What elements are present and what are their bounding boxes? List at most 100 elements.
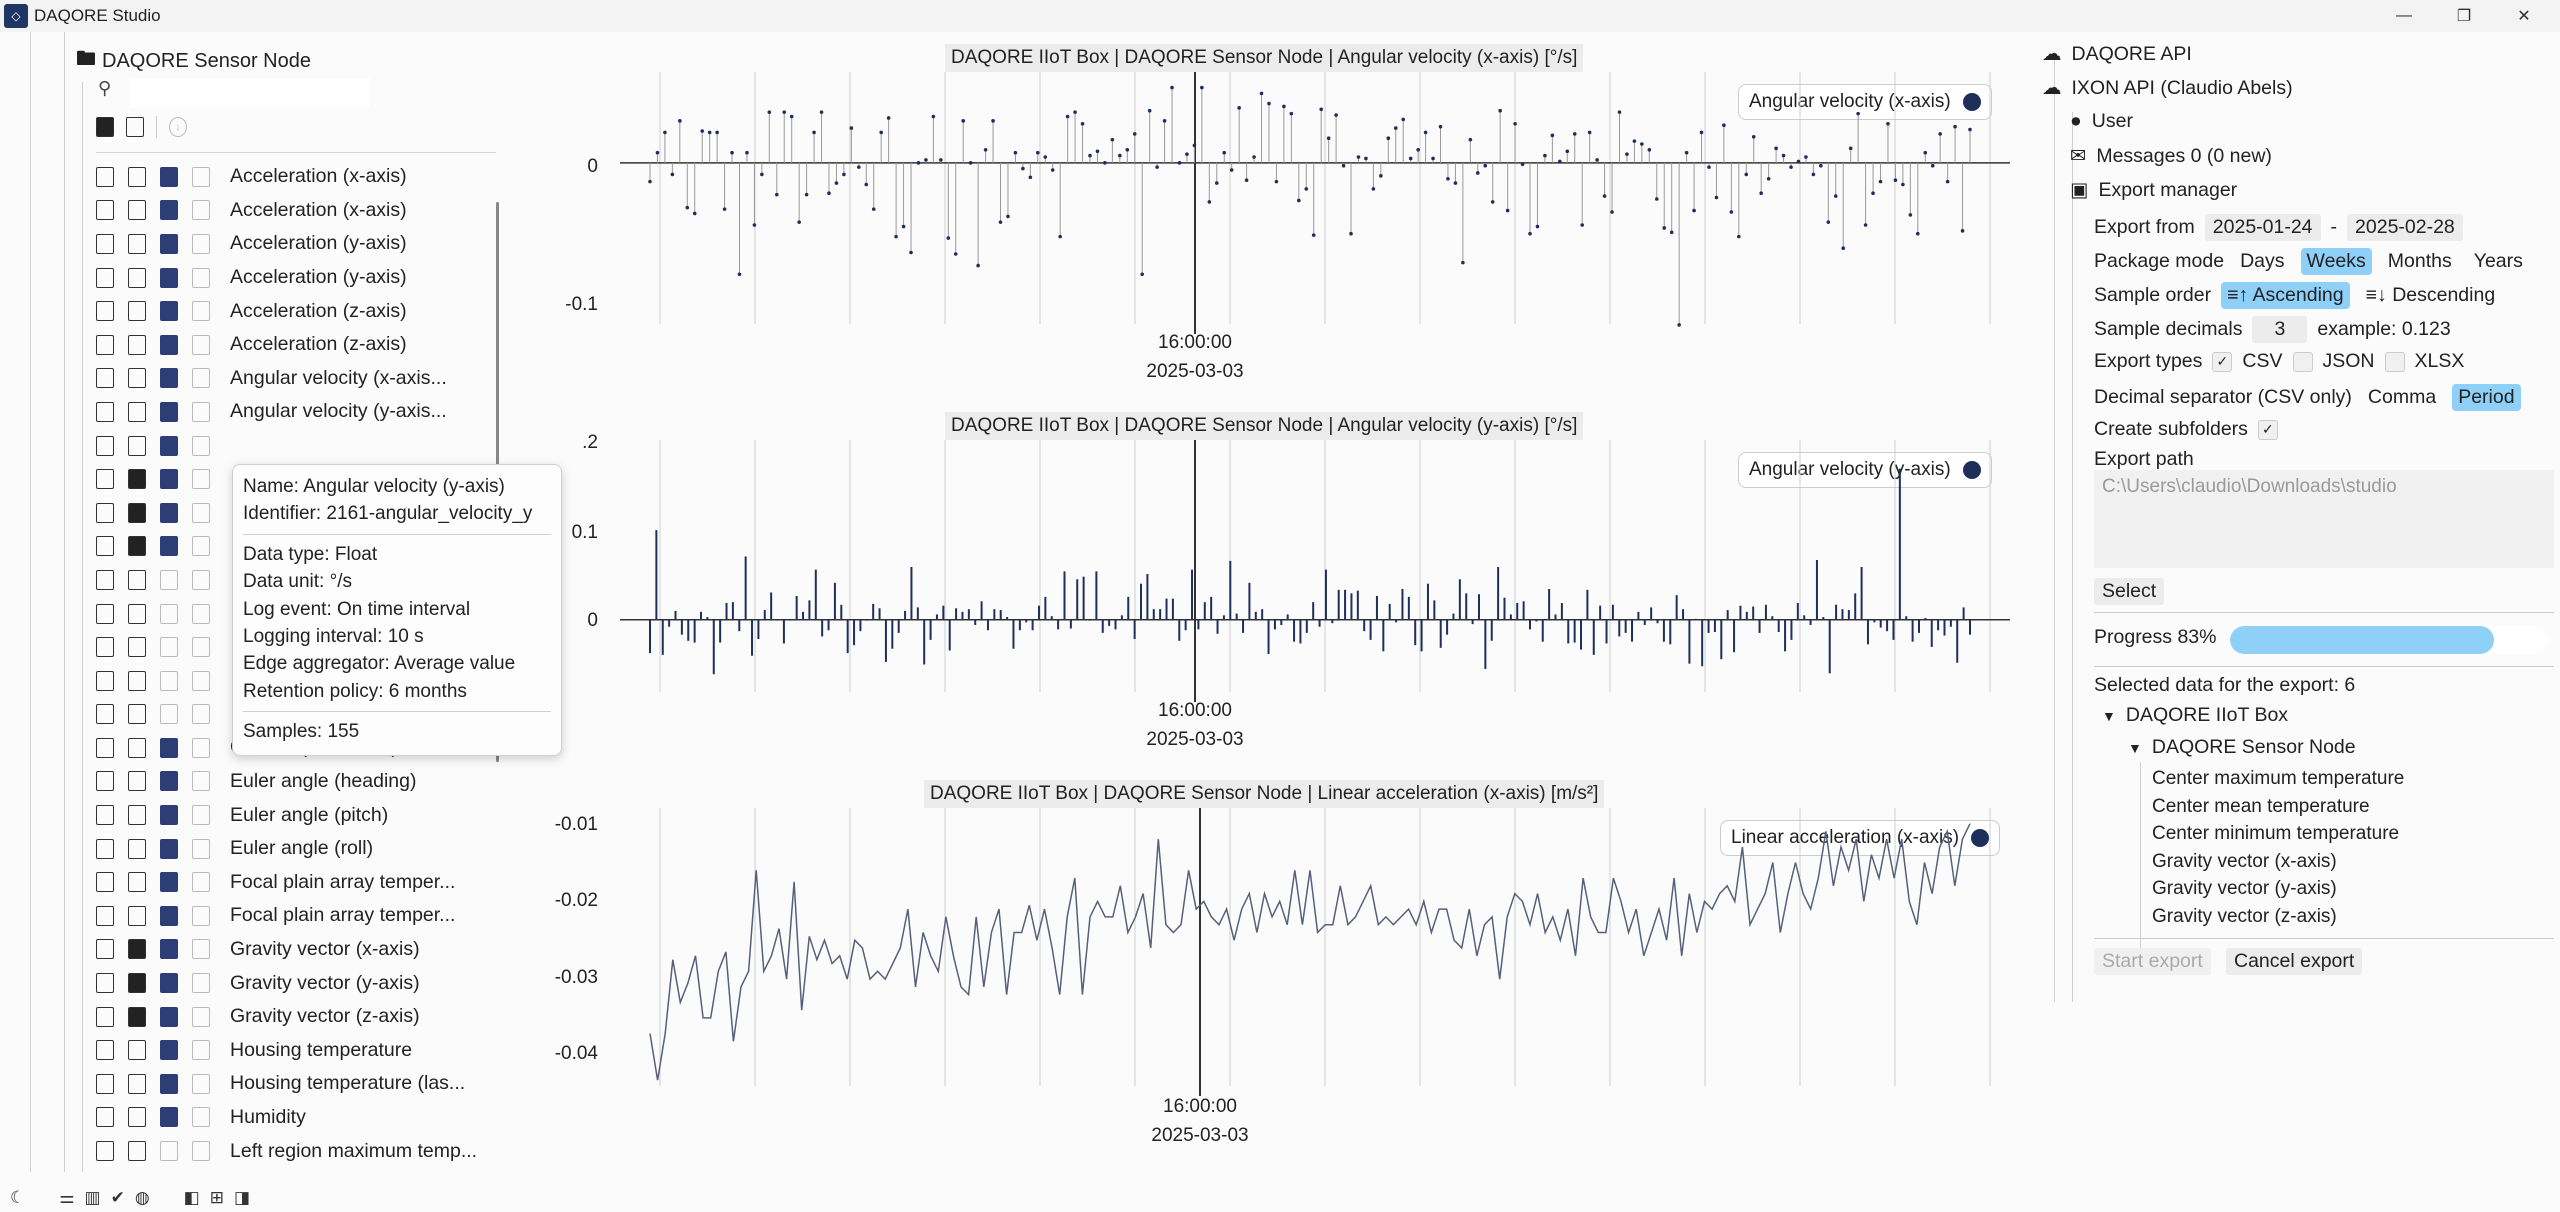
export-doc-icon[interactable] [96,1040,114,1061]
chart-icon[interactable] [160,569,178,590]
select-all-icon[interactable] [96,117,114,137]
signal-row[interactable]: Acceleration (x-axis) [96,194,477,228]
signal-row[interactable]: Gravity vector (x-axis) [96,933,477,967]
package-option-days[interactable]: Days [2240,250,2285,272]
log-doc-icon[interactable] [128,1006,146,1027]
settings-doc-icon[interactable] [192,1073,210,1094]
tree-node[interactable]: ▼ DAQORE Sensor Node [2128,736,2356,759]
select-none-icon[interactable] [126,117,144,137]
export-doc-icon[interactable] [96,1107,114,1128]
log-doc-icon[interactable] [128,872,146,893]
signal-row[interactable] [96,496,477,530]
export-doc-icon[interactable] [96,939,114,960]
json-checkbox[interactable] [2292,351,2313,372]
chart-plot[interactable] [620,440,2010,702]
chart-icon[interactable] [160,301,178,322]
signal-row[interactable]: Housing temperature (las... [96,1067,477,1101]
chart-plot[interactable] [620,808,2010,1096]
chart-icon[interactable] [160,1040,178,1061]
chart-icon[interactable] [160,737,178,758]
settings-doc-icon[interactable] [192,939,210,960]
settings-doc-icon[interactable] [192,670,210,691]
log-doc-icon[interactable] [128,838,146,859]
settings-doc-icon[interactable] [192,502,210,523]
package-option-months[interactable]: Months [2387,250,2452,272]
subfolders-checkbox[interactable]: ✓ [2257,419,2278,440]
signal-row[interactable]: Acceleration (y-axis) [96,227,477,261]
tree-root[interactable]: 🖿 DAQORE Sensor Node [76,44,311,78]
log-doc-icon[interactable] [128,771,146,792]
chart-icon[interactable] [160,200,178,221]
settings-doc-icon[interactable] [192,872,210,893]
settings-doc-icon[interactable] [192,973,210,994]
api-account[interactable]: ☁ IXON API (Claudio Abels) [2042,76,2293,100]
chart-icon[interactable] [160,267,178,288]
log-doc-icon[interactable] [128,301,146,322]
log-doc-icon[interactable] [128,469,146,490]
log-doc-icon[interactable] [128,1073,146,1094]
export-doc-icon[interactable] [96,166,114,187]
export-from-date[interactable]: 2025-01-24 [2204,214,2321,241]
export-doc-icon[interactable] [96,200,114,221]
chart-icon[interactable] [160,637,178,658]
export-doc-icon[interactable] [96,771,114,792]
log-doc-icon[interactable] [128,166,146,187]
chart-icon[interactable] [160,872,178,893]
user-item[interactable]: ● User [2070,110,2133,133]
ascending-toggle[interactable]: ≡↑ Ascending [2221,282,2350,309]
chart-icon[interactable] [160,838,178,859]
export-item[interactable]: Gravity vector (z-axis) [2152,905,2337,927]
signal-row[interactable]: Acceleration (x-axis) [96,160,477,194]
export-doc-icon[interactable] [96,233,114,254]
export-doc-icon[interactable] [96,267,114,288]
log-doc-icon[interactable] [128,973,146,994]
export-doc-icon[interactable] [96,334,114,355]
export-doc-icon[interactable] [96,737,114,758]
signal-row[interactable] [96,530,477,564]
settings-doc-icon[interactable] [192,569,210,590]
chart-icon[interactable] [160,905,178,926]
check-circle-icon[interactable]: ✔ [110,1188,125,1207]
log-doc-icon[interactable] [128,704,146,725]
signal-row[interactable]: Angular velocity (y-axis... [96,395,477,429]
export-doc-icon[interactable] [96,401,114,422]
layout-right-icon[interactable]: ◨ [233,1188,251,1207]
signal-row[interactable] [96,429,477,463]
settings-doc-icon[interactable] [192,301,210,322]
export-doc-icon[interactable] [96,973,114,994]
settings-doc-icon[interactable] [192,200,210,221]
chart-icon[interactable] [160,805,178,826]
settings-doc-icon[interactable] [192,368,210,389]
export-item[interactable]: Center minimum temperature [2152,823,2400,844]
signal-row[interactable]: Gravity vector (z-axis) [96,1000,477,1034]
export-to-date[interactable]: 2025-02-28 [2347,214,2463,241]
theme-moon-icon[interactable]: ☾ [10,1188,26,1207]
log-doc-icon[interactable] [128,1141,146,1162]
export-item[interactable]: Center mean temperature [2152,795,2370,817]
log-doc-icon[interactable] [128,267,146,288]
log-doc-icon[interactable] [128,939,146,960]
export-doc-icon[interactable] [96,838,114,859]
cancel-export-button[interactable]: Cancel export [2226,948,2363,975]
chart-icon[interactable] [160,536,178,557]
export-doc-icon[interactable] [96,603,114,624]
signal-row[interactable]: Focal plain array temper... [96,865,477,899]
chart-icon[interactable] [160,368,178,389]
log-doc-icon[interactable] [128,1040,146,1061]
settings-doc-icon[interactable] [192,1141,210,1162]
log-doc-icon[interactable] [128,637,146,658]
chart-icon[interactable] [160,771,178,792]
export-doc-icon[interactable] [96,1006,114,1027]
settings-doc-icon[interactable] [192,637,210,658]
messages-item[interactable]: ✉ Messages 0 (0 new) [2070,144,2272,168]
log-doc-icon[interactable] [128,603,146,624]
chart-icon[interactable] [160,939,178,960]
signal-row[interactable]: Left region maximum temp... [96,1134,477,1168]
signal-row[interactable]: Acceleration (z-axis) [96,328,477,362]
settings-doc-icon[interactable] [192,334,210,355]
chart-icon[interactable] [160,435,178,456]
settings-doc-icon[interactable] [192,233,210,254]
signal-row[interactable] [96,597,477,631]
signal-row[interactable]: Acceleration (z-axis) [96,294,477,328]
log-doc-icon[interactable] [128,569,146,590]
